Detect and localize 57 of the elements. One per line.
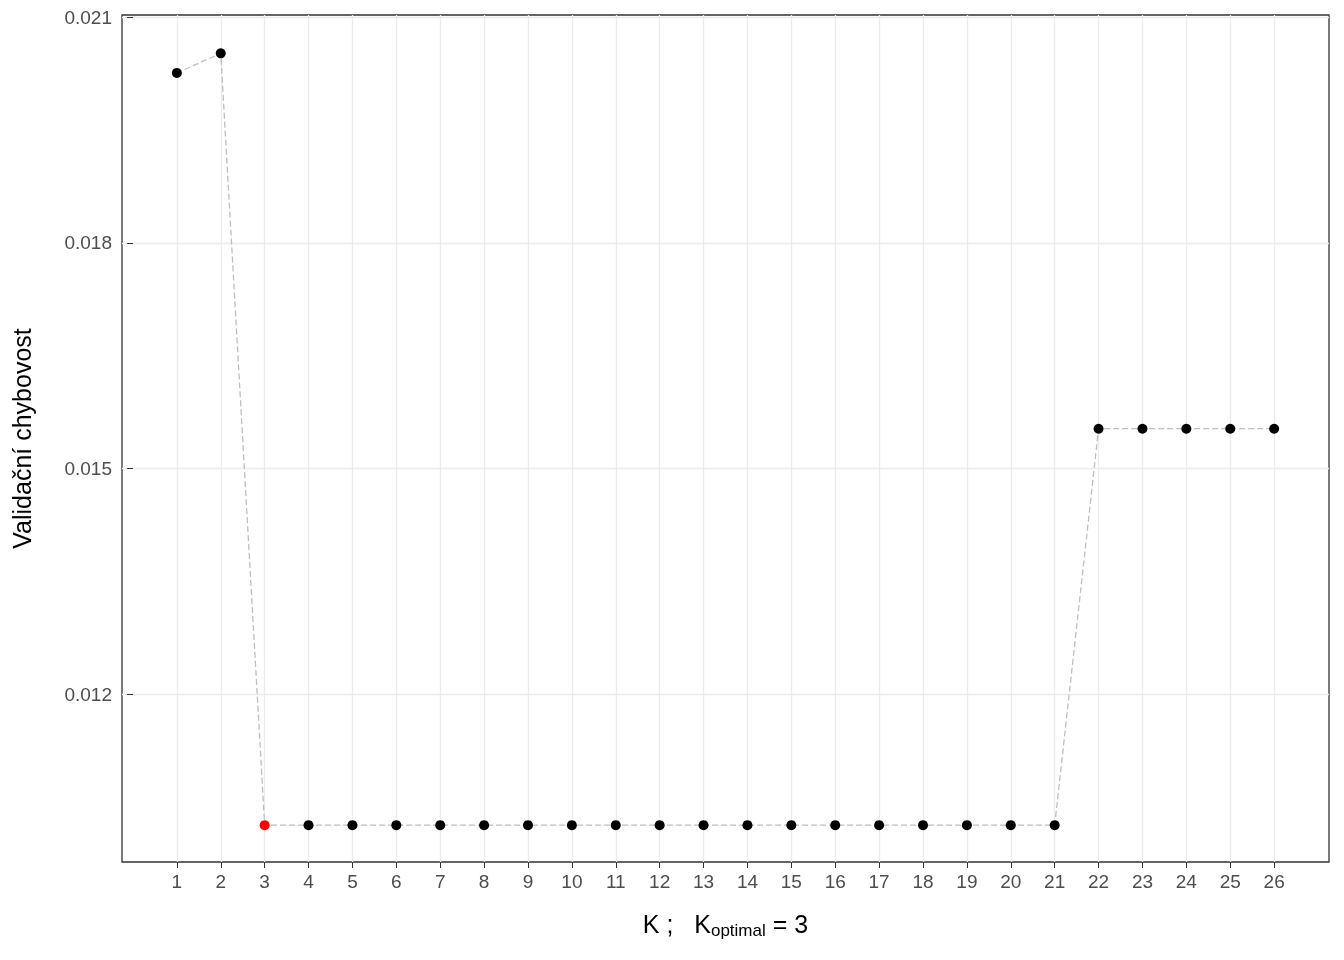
x-tick-label: 25 bbox=[1219, 871, 1241, 892]
point bbox=[874, 820, 885, 831]
point bbox=[830, 820, 841, 831]
x-tick-label: 8 bbox=[478, 871, 490, 892]
y-tick-label: 0.012 bbox=[64, 683, 112, 705]
point bbox=[742, 820, 753, 831]
x-tick-label: 24 bbox=[1175, 871, 1198, 892]
x-tick-label: 9 bbox=[522, 871, 534, 892]
point bbox=[1269, 423, 1280, 434]
point bbox=[654, 820, 665, 831]
point bbox=[1137, 423, 1148, 434]
point bbox=[1049, 820, 1060, 831]
point bbox=[479, 820, 490, 831]
x-tick-label: 5 bbox=[347, 871, 358, 892]
x-tick-label: 19 bbox=[956, 871, 978, 892]
x-tick-label: 6 bbox=[391, 871, 402, 892]
x-tick-label: 12 bbox=[649, 871, 671, 892]
point bbox=[259, 820, 270, 831]
point bbox=[1093, 423, 1104, 434]
point bbox=[347, 820, 358, 831]
x-tick-label: 3 bbox=[259, 871, 270, 892]
x-tick-label: 2 bbox=[215, 871, 227, 892]
x-tick-label: 16 bbox=[824, 871, 846, 892]
point bbox=[1181, 423, 1192, 434]
x-tick-label: 22 bbox=[1088, 871, 1110, 892]
point bbox=[1225, 423, 1236, 434]
point bbox=[1005, 820, 1016, 831]
point bbox=[391, 820, 402, 831]
point bbox=[961, 820, 972, 831]
x-tick-label: 14 bbox=[736, 871, 759, 892]
point bbox=[171, 67, 182, 78]
x-tick-label: 7 bbox=[434, 871, 446, 892]
x-tick-label: 26 bbox=[1263, 871, 1285, 892]
point bbox=[303, 820, 314, 831]
point bbox=[215, 48, 226, 59]
x-tick-label: 18 bbox=[912, 871, 934, 892]
x-tick-label: 1 bbox=[171, 871, 183, 892]
y-tick-label: 0.018 bbox=[64, 232, 112, 254]
point bbox=[698, 820, 709, 831]
y-axis-title: Validační chybovost bbox=[7, 328, 36, 549]
x-tick-label: 21 bbox=[1044, 871, 1066, 892]
x-tick-label: 10 bbox=[561, 871, 583, 892]
point bbox=[523, 820, 533, 831]
x-tick-label: 4 bbox=[303, 871, 315, 892]
point bbox=[918, 820, 929, 831]
y-tick-label: 0.021 bbox=[64, 6, 112, 28]
point bbox=[566, 820, 577, 831]
point bbox=[435, 820, 446, 831]
point bbox=[786, 820, 797, 831]
x-tick-label: 15 bbox=[780, 871, 802, 892]
y-tick-label: 0.015 bbox=[64, 458, 112, 480]
x-tick-label: 20 bbox=[1000, 871, 1022, 892]
x-tick-label: 13 bbox=[692, 871, 715, 892]
x-tick-label: 11 bbox=[605, 871, 626, 892]
x-tick-label: 17 bbox=[868, 871, 890, 892]
point bbox=[610, 820, 621, 831]
x-tick-label: 23 bbox=[1131, 871, 1154, 892]
